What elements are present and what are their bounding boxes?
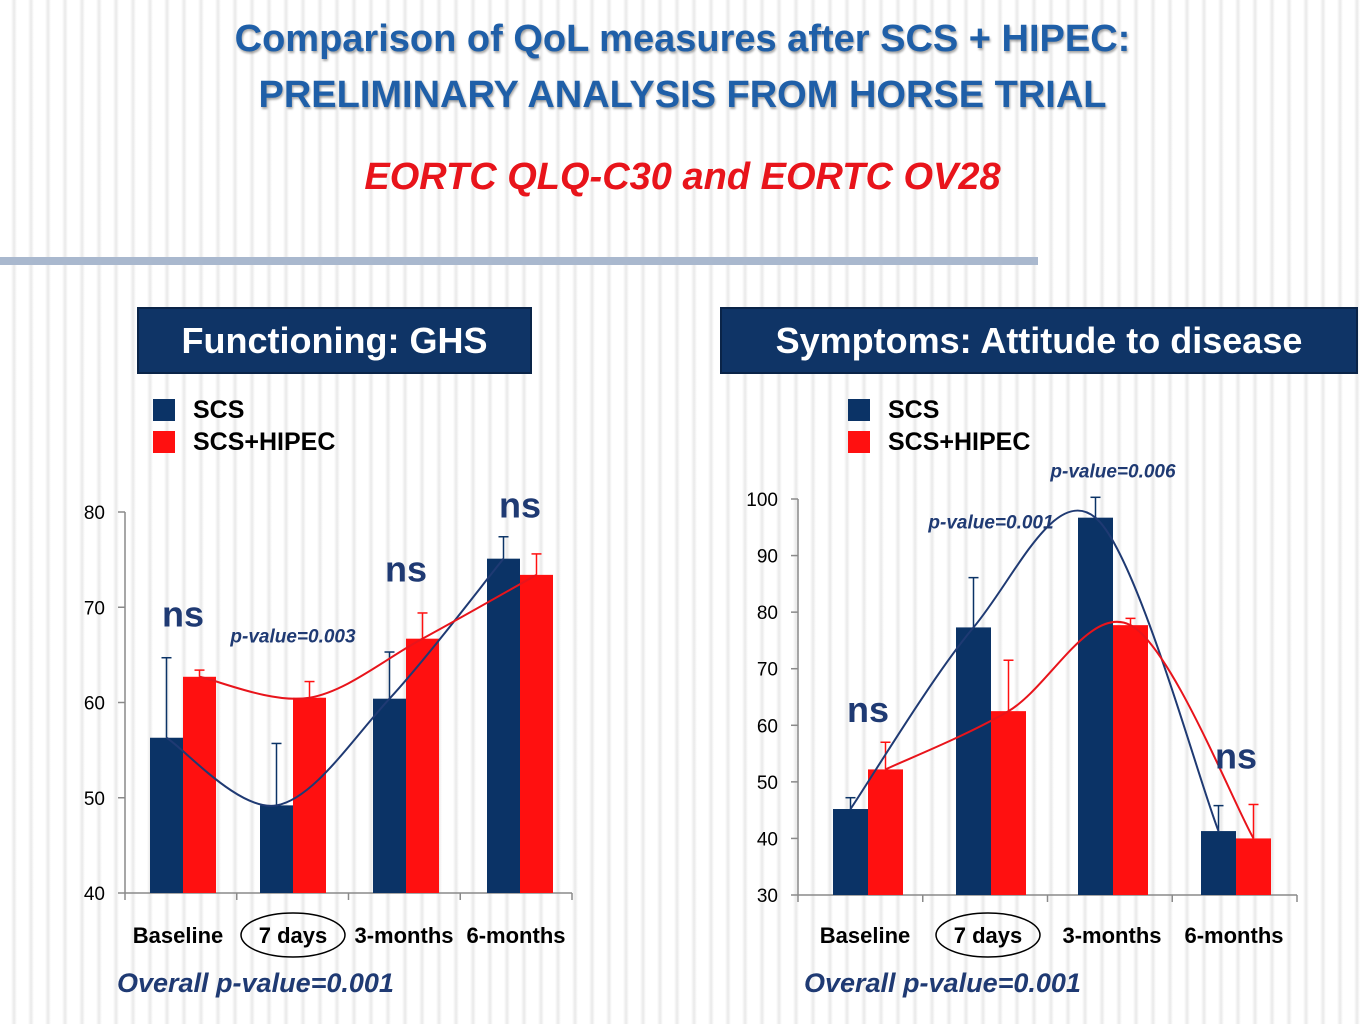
y-tick-label: 60: [757, 716, 778, 737]
legend-item-scs: SCS: [153, 394, 335, 426]
legend-label-scs: SCS: [193, 395, 245, 424]
y-tick-label: 50: [757, 773, 778, 794]
y-tick-label: 70: [757, 660, 778, 681]
y-tick-label: 60: [84, 694, 105, 715]
legend-swatch-scs-hipec: [153, 431, 175, 453]
legend-item-scs: SCS: [848, 394, 1030, 426]
bar-scs: [956, 627, 991, 895]
ns-annotation: ns: [385, 549, 427, 590]
y-tick-label: 80: [84, 503, 105, 524]
bar-scs-hipec: [183, 676, 216, 893]
legend-swatch-scs: [848, 399, 870, 421]
legend-swatch-scs: [153, 399, 175, 421]
x-tick-label: 7 days: [954, 923, 1023, 948]
legend-item-scs-hipec: SCS+HIPEC: [848, 426, 1030, 458]
pvalue-annotation: p-value=0.006: [1049, 462, 1176, 483]
chart-title-symptoms: Symptoms: Attitude to disease: [720, 307, 1358, 374]
bar-scs: [260, 805, 293, 893]
bar-scs: [150, 737, 183, 893]
bar-scs-hipec: [406, 638, 439, 893]
bar-scs-hipec: [520, 574, 553, 893]
x-tick-label: 6-months: [1185, 923, 1284, 948]
chart-title-functioning: Functioning: GHS: [137, 307, 532, 374]
x-tick-label: 3-months: [1063, 923, 1162, 948]
y-tick-label: 50: [84, 789, 105, 810]
bar-scs: [487, 558, 520, 893]
y-tick-label: 70: [84, 598, 105, 619]
x-tick-label: Baseline: [133, 923, 224, 948]
bar-scs-hipec: [1236, 838, 1271, 895]
bar-scs-hipec: [868, 769, 903, 895]
y-tick-label: 40: [757, 829, 778, 850]
y-tick-label: 100: [746, 490, 778, 511]
bar-scs: [1201, 831, 1236, 895]
pvalue-annotation: p-value=0.003: [229, 626, 356, 647]
y-tick-label: 30: [757, 886, 778, 907]
legend-swatch-scs-hipec: [848, 431, 870, 453]
trend-line-scs-hipec: [199, 573, 537, 700]
ns-annotation: ns: [847, 689, 889, 730]
slide-title-line1: Comparison of QoL measures after SCS + H…: [234, 18, 1131, 60]
ns-annotation: ns: [162, 593, 204, 634]
bar-scs: [833, 809, 868, 895]
legend-item-scs-hipec: SCS+HIPEC: [153, 426, 335, 458]
slide-title-line2: PRELIMINARY ANALYSIS FROM HORSE TRIAL: [258, 74, 1107, 116]
trend-line-scs: [165, 558, 505, 807]
legend-label-scs: SCS: [888, 395, 940, 424]
y-tick-label: 40: [84, 884, 105, 905]
overall-pvalue-symptoms: Overall p-value=0.001: [804, 968, 1081, 998]
legend-label-scs-hipec: SCS+HIPEC: [193, 427, 336, 456]
overall-pvalue-functioning: Overall p-value=0.001: [117, 968, 394, 998]
trend-line-scs-hipec: [885, 620, 1255, 839]
divider-bar: [0, 257, 1038, 265]
legend-symptoms: SCS SCS+HIPEC: [848, 394, 1030, 458]
bar-scs-hipec: [1113, 625, 1148, 895]
x-tick-label: 6-months: [467, 923, 566, 948]
y-tick-label: 90: [757, 547, 778, 568]
x-tick-label: 3-months: [355, 923, 454, 948]
x-tick-label: 7 days: [259, 923, 328, 948]
bar-scs: [373, 698, 406, 893]
category-highlight-oval: [240, 912, 346, 958]
trend-line-scs: [849, 509, 1220, 832]
legend-functioning: SCS SCS+HIPEC: [153, 394, 335, 458]
category-highlight-oval: [935, 912, 1041, 958]
slide-subtitle: EORTC QLQ-C30 and EORTC OV28: [364, 156, 1001, 198]
bar-scs-hipec: [991, 711, 1026, 895]
ns-annotation: ns: [499, 485, 541, 526]
y-tick-label: 80: [757, 603, 778, 624]
bar-scs: [1078, 517, 1113, 895]
legend-label-scs-hipec: SCS+HIPEC: [888, 427, 1031, 456]
x-tick-label: Baseline: [820, 923, 911, 948]
ns-annotation: ns: [1215, 735, 1257, 776]
pvalue-annotation: p-value=0.001: [927, 512, 1053, 533]
